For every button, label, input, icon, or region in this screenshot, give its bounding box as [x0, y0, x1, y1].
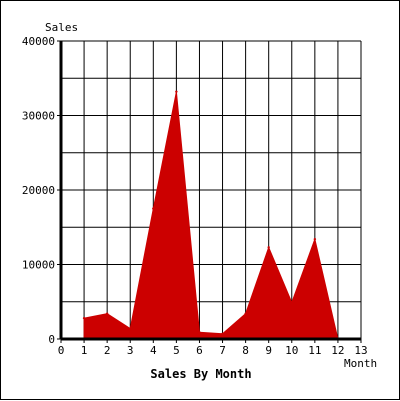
x-tick-label-10: 10	[285, 344, 298, 357]
data-point-month-7	[221, 332, 224, 335]
x-axis-label: Month	[344, 357, 377, 370]
data-point-month-10	[290, 301, 293, 304]
y-tick-label-40000: 40000	[22, 35, 55, 48]
x-tick-label-8: 8	[242, 344, 249, 357]
x-tick-label-13: 13	[354, 344, 367, 357]
data-point-month-2	[105, 312, 109, 315]
data-point-month-1	[82, 316, 86, 320]
x-tick-label-5: 5	[173, 344, 180, 357]
x-tick-label-11: 11	[308, 344, 321, 357]
y-axis-label: Sales	[45, 21, 78, 34]
area-series-0	[83, 91, 339, 340]
x-tick-label-0: 0	[58, 344, 65, 357]
x-tick-label-7: 7	[219, 344, 226, 357]
x-tick-label-2: 2	[104, 344, 111, 357]
y-tick-label-0: 0	[48, 333, 55, 346]
x-tick-labels: 0 1 2 3 4 5 6 7 8 9 10 11 12 13	[58, 339, 368, 357]
data-point-month-11	[313, 237, 317, 241]
data-point-month-4	[152, 207, 155, 210]
y-tick-label-30000: 30000	[22, 110, 55, 123]
x-tick-label-9: 9	[265, 344, 272, 357]
x-tick-label-12: 12	[331, 344, 344, 357]
chart-title: Sales By Month	[150, 367, 251, 381]
y-tick-label-10000: 10000	[22, 259, 55, 272]
data-point-month-8	[244, 312, 247, 315]
data-point-month-5	[175, 90, 178, 93]
x-tick-label-1: 1	[81, 344, 88, 357]
x-tick-label-6: 6	[196, 344, 203, 357]
y-tick-labels: 0 10000 20000 30000 40000	[22, 35, 61, 346]
y-tick-label-20000: 20000	[22, 184, 55, 197]
data-point-month-9	[267, 246, 270, 249]
data-point-month-6	[198, 331, 201, 334]
data-point-month-3	[129, 327, 132, 330]
x-tick-label-4: 4	[150, 344, 157, 357]
x-tick-label-3: 3	[127, 344, 134, 357]
